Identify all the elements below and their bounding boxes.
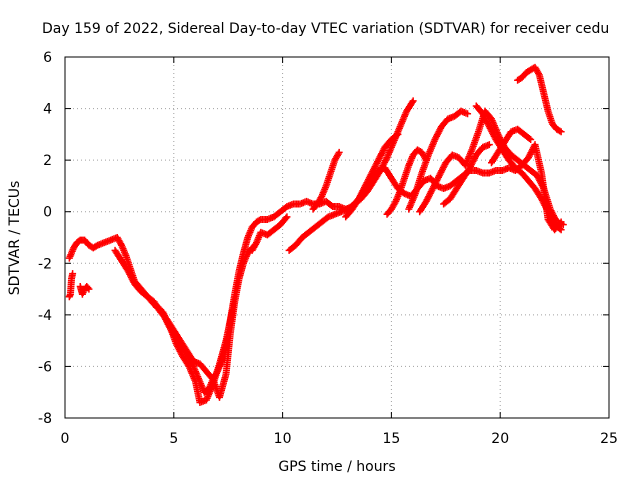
data-point	[69, 270, 77, 278]
data-series	[285, 97, 417, 254]
x-tick-label: 0	[61, 431, 70, 447]
data-series	[440, 141, 493, 208]
data-point	[282, 214, 290, 222]
data-point	[557, 226, 565, 234]
data-point	[409, 97, 417, 105]
data-point	[559, 221, 567, 229]
data-point	[408, 98, 416, 106]
y-tick-label: -6	[38, 359, 52, 375]
data-point	[84, 284, 92, 292]
x-tick-label: 25	[600, 431, 618, 447]
data-series	[405, 107, 472, 213]
chart-title: Day 159 of 2022, Sidereal Day-to-day VTE…	[42, 21, 609, 37]
data-point	[464, 110, 472, 118]
data-point	[556, 225, 564, 233]
axis-ticks	[64, 56, 610, 419]
y-tick-label: -4	[38, 308, 52, 324]
data-point	[229, 306, 237, 314]
y-tick-labels: -8 -6 -4 -2 0 2 4 6	[38, 50, 52, 427]
x-tick-label: 15	[382, 431, 400, 447]
data-series	[309, 148, 343, 213]
data-point	[393, 131, 401, 139]
x-tick-label: 20	[491, 431, 509, 447]
x-axis-label: GPS time / hours	[278, 459, 395, 475]
data-point	[335, 148, 343, 156]
data-point	[283, 213, 291, 221]
data-point	[527, 136, 535, 144]
data-series	[248, 213, 291, 254]
data-point	[556, 127, 564, 135]
y-tick-label: 4	[43, 102, 52, 118]
y-tick-label: -8	[38, 411, 52, 427]
data-series	[342, 130, 402, 221]
plot-frame	[64, 56, 610, 419]
data-point	[394, 130, 402, 138]
data-series	[65, 141, 565, 396]
data-point	[485, 141, 493, 149]
y-tick-label: -2	[38, 256, 52, 272]
data-series	[152, 303, 237, 407]
y-tick-label: 2	[43, 153, 52, 169]
y-tick-label: 0	[43, 205, 52, 221]
x-tick-labels: 0 5 10 15 20 25	[61, 431, 618, 447]
data-points	[65, 63, 567, 407]
data-series	[76, 282, 93, 298]
data-point	[334, 150, 342, 158]
data-series	[65, 270, 77, 301]
y-axis-label: SDTVAR / TECUs	[7, 181, 23, 296]
grid	[65, 57, 609, 418]
data-series	[514, 63, 565, 136]
x-tick-label: 5	[169, 431, 178, 447]
y-tick-label: 6	[43, 50, 52, 66]
data-series	[472, 102, 565, 234]
data-series	[383, 146, 430, 218]
data-series	[487, 125, 535, 167]
data-point	[534, 70, 542, 78]
data-point	[525, 134, 533, 142]
x-tick-label: 10	[274, 431, 292, 447]
data-point	[85, 285, 93, 293]
data-point	[557, 128, 565, 136]
